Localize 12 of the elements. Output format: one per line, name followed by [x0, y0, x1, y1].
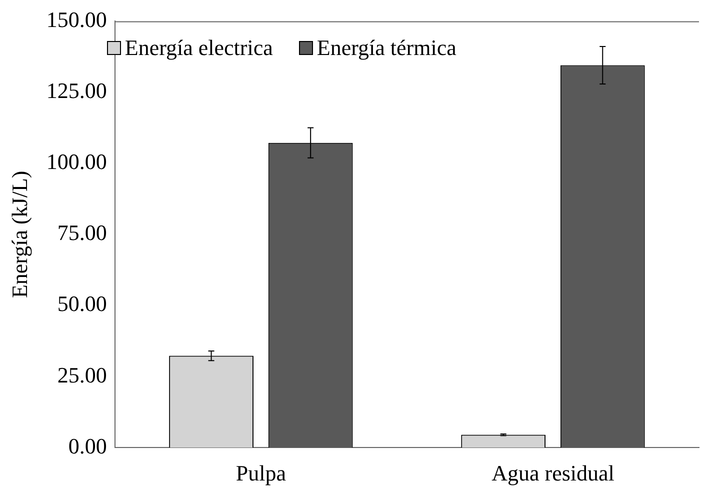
legend-label: Energía electrica	[124, 35, 273, 62]
x-tick-label: Pulpa	[236, 460, 286, 486]
y-tick-label: 100.00	[46, 149, 107, 174]
y-tick-label: 0.00	[68, 433, 107, 458]
legend-label: Energía térmica	[316, 35, 456, 62]
y-tick-label: 25.00	[57, 362, 107, 388]
y-tick-label: 50.00	[57, 291, 107, 316]
x-tick-label: Agua residual	[492, 460, 614, 486]
y-axis-title: Energía (kJ/L)	[6, 170, 32, 298]
y-tick-label: 125.00	[46, 78, 107, 104]
y-tick-label: 150.00	[46, 6, 107, 32]
y-tick-label: 75.00	[57, 220, 107, 246]
